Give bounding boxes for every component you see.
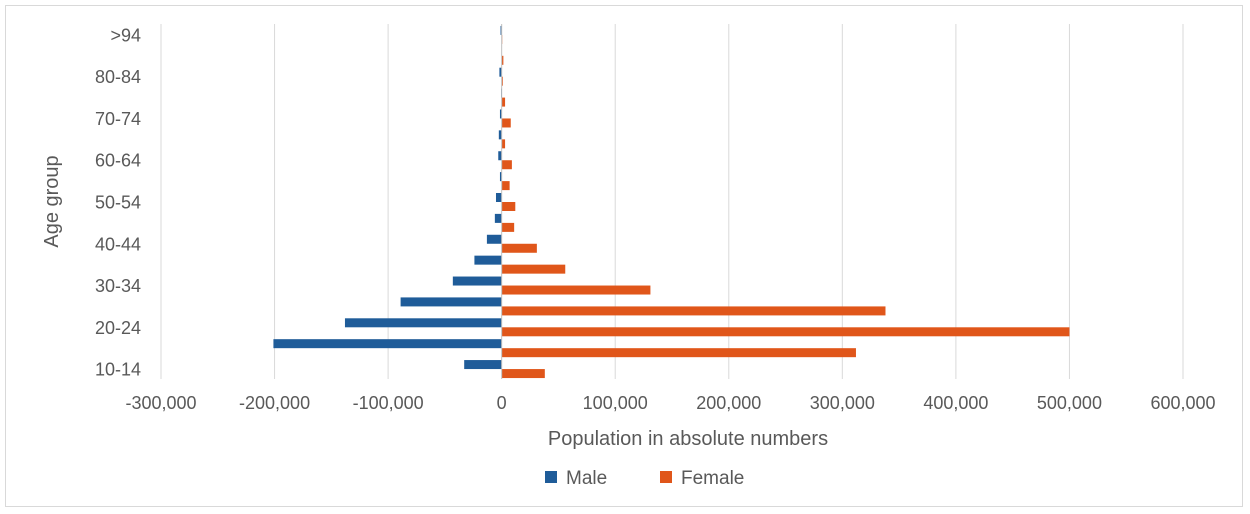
bar-male bbox=[495, 193, 502, 202]
x-axis-title: Population in absolute numbers bbox=[548, 428, 828, 450]
bar-male bbox=[498, 130, 502, 140]
y-tick-label: 50-54 bbox=[95, 193, 141, 213]
gridlines bbox=[160, 24, 1184, 379]
legend-swatch-male bbox=[545, 471, 557, 483]
legend-swatch-female bbox=[660, 471, 672, 483]
bar-male bbox=[486, 234, 502, 244]
y-tick-label: 30-34 bbox=[95, 276, 141, 296]
chart-frame: -300,000 -200,000 -100,000 0 100,000 200,000 3… bbox=[5, 5, 1243, 507]
x-tick-label: 500,000 bbox=[1037, 393, 1102, 413]
legend: Male Female bbox=[545, 468, 744, 489]
bar-female bbox=[501, 97, 506, 107]
axes: -300,000 -200,000 -100,000 0 100,000 200,000 3… bbox=[95, 24, 1216, 413]
bar-male bbox=[499, 109, 502, 119]
bar-male bbox=[344, 318, 502, 328]
bar-male bbox=[500, 25, 502, 35]
x-tick-label: 300,000 bbox=[810, 393, 875, 413]
y-tick-label: >94 bbox=[110, 25, 141, 45]
y-tick-label: 70-74 bbox=[95, 109, 141, 129]
x-tick-label: 600,000 bbox=[1150, 393, 1215, 413]
bar-male bbox=[400, 297, 502, 307]
x-tick-label: -200,000 bbox=[239, 393, 310, 413]
bar-female bbox=[501, 202, 516, 211]
bar-male bbox=[452, 276, 502, 286]
population-pyramid-chart: -300,000 -200,000 -100,000 0 100,000 200,000 3… bbox=[41, 24, 1216, 489]
y-tick-label: 20-24 bbox=[95, 318, 141, 338]
bar-male bbox=[499, 67, 502, 77]
bar-female bbox=[501, 348, 856, 358]
legend-label-female: Female bbox=[681, 468, 744, 489]
bar-male bbox=[474, 255, 502, 265]
y-tick-label: 60-64 bbox=[95, 151, 141, 171]
y-tick-label: 10-14 bbox=[95, 360, 141, 380]
x-tick-label: -300,000 bbox=[125, 393, 196, 413]
bar-female bbox=[501, 160, 512, 170]
bar-female bbox=[501, 264, 566, 274]
bar-female bbox=[501, 139, 506, 149]
bar-female bbox=[501, 55, 504, 65]
x-tick-label: 200,000 bbox=[696, 393, 761, 413]
bar-female bbox=[501, 243, 537, 253]
bars bbox=[273, 25, 1070, 379]
bar-female bbox=[501, 369, 545, 379]
bar-male bbox=[499, 172, 502, 182]
bar-female bbox=[501, 327, 1070, 337]
bar-female bbox=[501, 306, 886, 316]
bar-female bbox=[501, 118, 511, 128]
x-tick-label: 400,000 bbox=[923, 393, 988, 413]
x-tick-label: 100,000 bbox=[583, 393, 648, 413]
y-tick-label: 40-44 bbox=[95, 234, 141, 254]
legend-label-male: Male bbox=[566, 468, 607, 489]
bar-male bbox=[464, 360, 502, 370]
x-tick-label: 0 bbox=[497, 393, 507, 413]
bar-female bbox=[501, 285, 651, 295]
bar-female bbox=[501, 222, 515, 232]
y-axis-title: Age group bbox=[41, 155, 63, 247]
bar-male bbox=[498, 151, 502, 161]
bar-female bbox=[501, 181, 510, 191]
bar-male bbox=[494, 213, 502, 223]
bar-female bbox=[501, 76, 503, 86]
bar-male bbox=[273, 339, 502, 349]
y-tick-label: 80-84 bbox=[95, 67, 141, 87]
x-tick-label: -100,000 bbox=[353, 393, 424, 413]
